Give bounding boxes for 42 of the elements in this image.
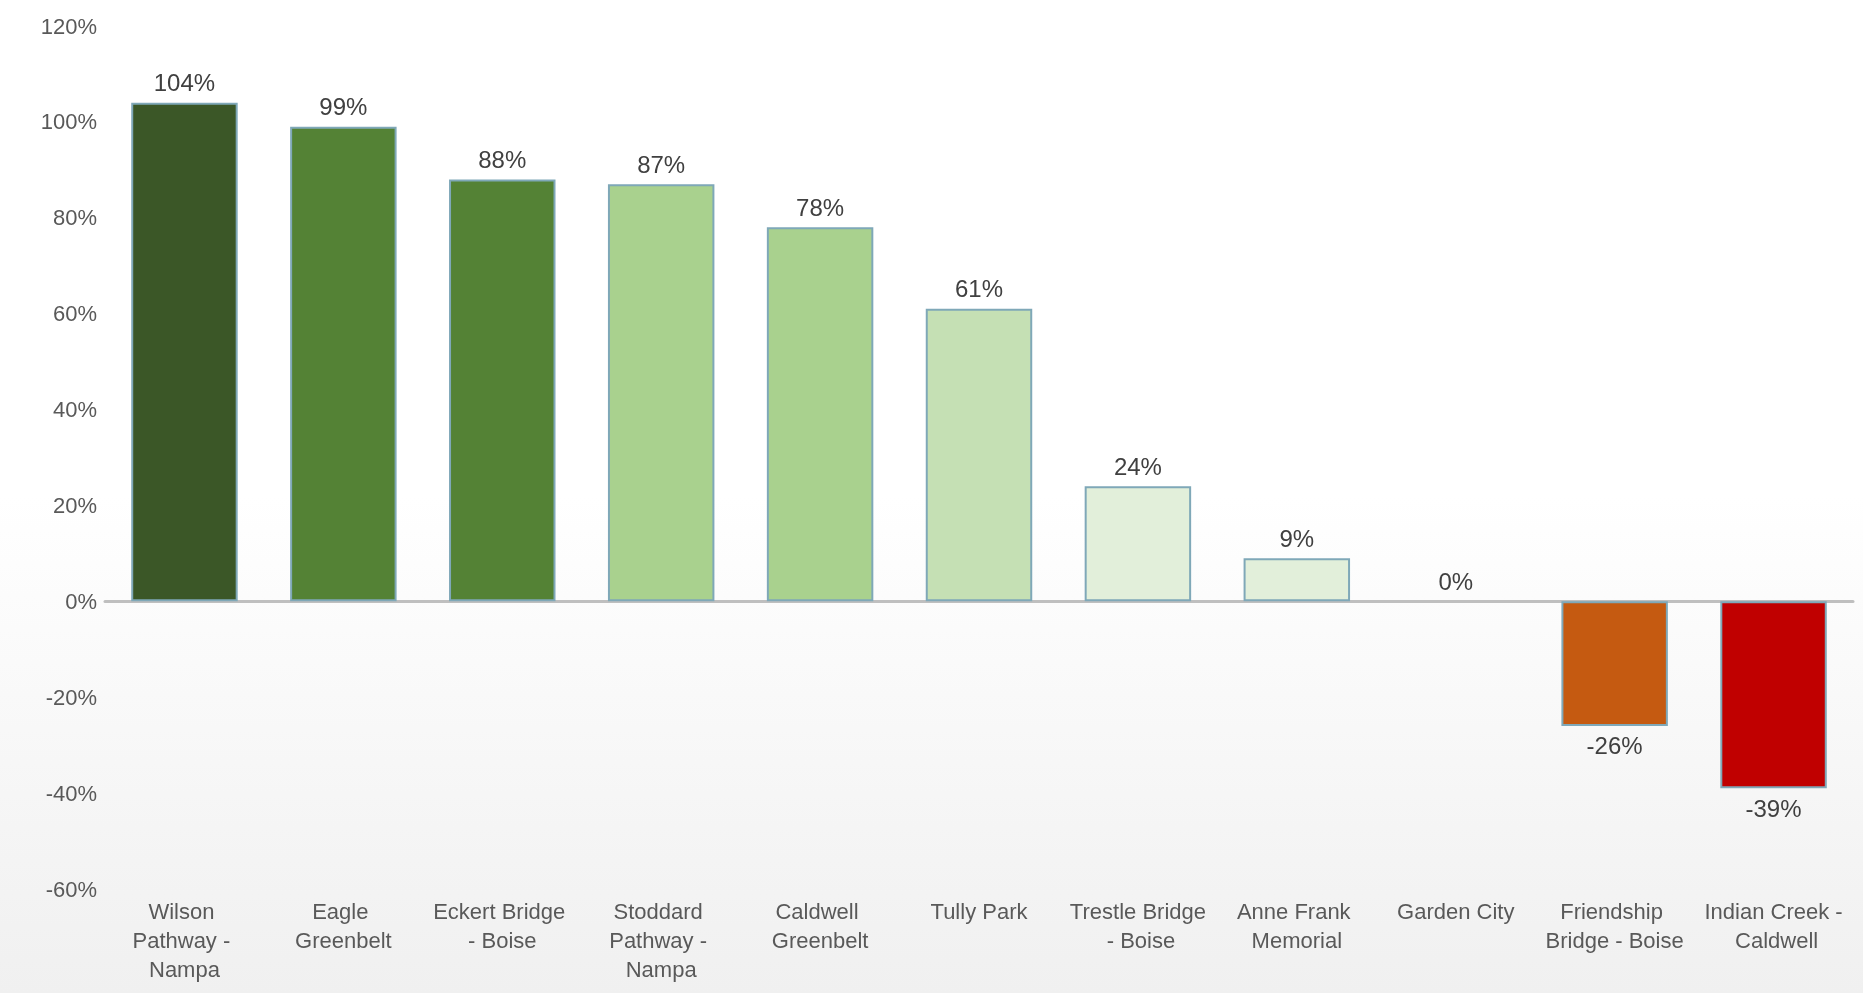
x-tick-label: Trestle Bridge - Boise — [1069, 899, 1206, 953]
bar — [1084, 486, 1192, 602]
bar — [1243, 558, 1351, 602]
bar — [290, 126, 397, 602]
x-tick-label: Friendship Bridge - Boise — [1545, 899, 1684, 953]
x-tick-label: Stoddard Pathway - Nampa — [609, 899, 714, 982]
bar — [1561, 601, 1668, 726]
x-tick-label: Tully Park — [930, 899, 1029, 924]
data-label: 87% — [637, 150, 686, 178]
y-tick-label: -60% — [45, 876, 97, 902]
y-tick-label: 100% — [40, 109, 97, 135]
y-tick-label: 80% — [52, 205, 97, 231]
y-tick-label: -20% — [45, 684, 97, 710]
data-label: 61% — [954, 275, 1004, 303]
bar — [131, 102, 238, 602]
data-label: 88% — [478, 145, 527, 173]
data-label: 104% — [153, 69, 216, 97]
bar — [925, 308, 1033, 602]
y-tick-label: 40% — [52, 397, 97, 423]
x-tick-label: Anne Frank Memorial — [1236, 899, 1357, 953]
data-label: 78% — [796, 193, 845, 221]
x-tick-label: Indian Creek - Caldwell — [1704, 899, 1843, 953]
y-tick-label: 60% — [52, 301, 97, 327]
bar — [449, 179, 556, 602]
x-tick-label: Garden City — [1397, 899, 1515, 924]
data-label: -26% — [1586, 732, 1643, 760]
y-tick-label: 20% — [52, 492, 97, 518]
data-label: 9% — [1279, 524, 1315, 552]
x-tick-label: Caldwell Greenbelt — [771, 899, 869, 953]
bar — [1720, 601, 1827, 789]
data-label: -39% — [1745, 794, 1802, 822]
y-tick-label: 120% — [40, 13, 97, 39]
data-label: 24% — [1113, 452, 1162, 480]
y-tick-label: 0% — [65, 588, 97, 614]
x-tick-label: Eagle Greenbelt — [295, 899, 392, 953]
data-label: 0% — [1438, 567, 1474, 595]
bar — [766, 227, 874, 602]
y-tick-label: -40% — [45, 780, 97, 806]
x-tick-label: Wilson Pathway - Nampa — [132, 899, 237, 982]
bar — [607, 184, 715, 602]
x-tick-label: Eckert Bridge - Boise — [433, 899, 572, 953]
data-label: 99% — [319, 93, 368, 121]
